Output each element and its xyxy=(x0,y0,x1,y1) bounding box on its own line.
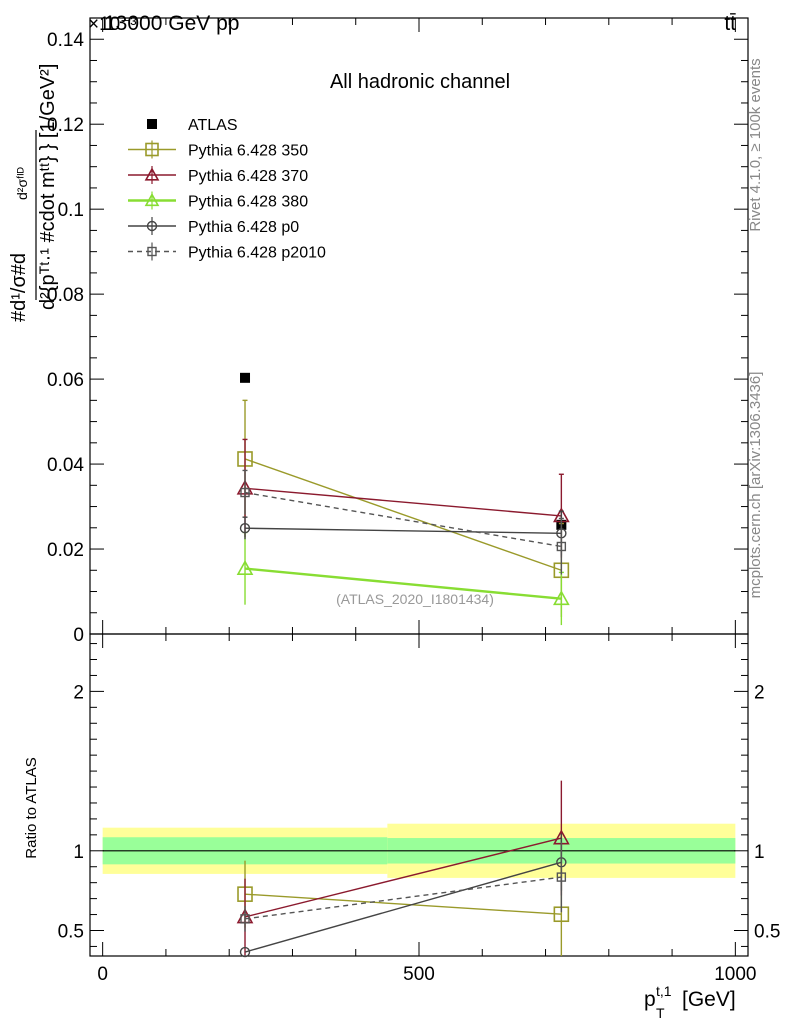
series-p370 xyxy=(236,438,570,558)
process-label: tt̄ xyxy=(724,12,736,35)
ratio-series-p2010 xyxy=(240,842,567,932)
series-line-p380 xyxy=(244,567,562,600)
legend-marker-p350 xyxy=(145,142,159,157)
main-frame xyxy=(89,17,749,635)
legend-item-p380: Pythia 6.428 380 xyxy=(128,191,308,211)
ratio-y-tick-label: 2 xyxy=(73,682,84,703)
main-y-tick-label: 0.08 xyxy=(47,285,84,306)
legend-item-p0: Pythia 6.428 p0 xyxy=(128,217,299,236)
ratio-point-p0 xyxy=(239,946,251,958)
data-point-p380 xyxy=(552,590,570,606)
ratio-y-tick-label: 0.5 xyxy=(58,921,84,942)
legend-item-p2010: Pythia 6.428 p2010 xyxy=(128,242,326,262)
rivet-label: Rivet 4.1.0, ≥ 100k events xyxy=(747,58,764,231)
mcplots-label: mcplots.cern.ch [arXiv:1306.3436] xyxy=(747,372,764,599)
legend-item-p350: Pythia 6.428 350 xyxy=(128,140,308,160)
main-panel: 0 0.02 0.04 0.06 0.08 0.1 0.12 0.14 ATLAS Pythia … xyxy=(47,17,749,646)
channel-label: All hadronic channel xyxy=(330,71,510,93)
legend-label-p0: Pythia 6.428 p0 xyxy=(188,219,299,236)
main-series xyxy=(236,372,570,626)
main-y-tick-label: 0 xyxy=(73,625,84,646)
ratio-y-tick-label-right: 2 xyxy=(754,682,765,703)
ratio-y-tick-label-right: 1 xyxy=(754,842,765,863)
data-point-p2010 xyxy=(556,541,567,552)
main-y-tick-label: 0.14 xyxy=(47,30,84,51)
series-line-p350 xyxy=(244,458,562,571)
ratio-line-p2010 xyxy=(244,876,562,920)
x-tick-label: 1000 xyxy=(714,964,756,985)
y-axis-label-top: d²σᶠᴵᴰ xyxy=(14,167,30,200)
series-p0 xyxy=(239,510,567,556)
legend-marker-p380 xyxy=(144,192,160,207)
legend-label-p370: Pythia 6.428 370 xyxy=(188,168,308,185)
ratio-y-tick-label-right: 0.5 xyxy=(754,921,780,942)
energy-label: 13000 GeV pp xyxy=(104,12,239,35)
series-line-p2010 xyxy=(244,491,562,548)
series-line-p370 xyxy=(244,487,562,517)
ratio-point-p2010 xyxy=(240,914,250,924)
ratio-y-ticks: 0.5 0.5 1 1 2 2 xyxy=(58,643,780,947)
analysis-watermark: (ATLAS_2020_I1801434) xyxy=(336,591,494,607)
series-atlas xyxy=(240,372,567,530)
x-axis-label-sub: T xyxy=(656,1005,665,1021)
main-y-ticks: 0 0.02 0.04 0.06 0.08 0.1 0.12 0.14 xyxy=(47,30,748,646)
x-axis-label: p T t,1 [GeV] xyxy=(644,983,736,1021)
x-axis-label-sup: t,1 xyxy=(656,983,672,999)
series-p2010 xyxy=(240,469,567,575)
y-axis-label-left: #d¹/σ#d xyxy=(8,253,30,322)
ratio-series xyxy=(236,780,570,958)
x-tick-label: 500 xyxy=(403,964,435,985)
x-tick-label: 0 xyxy=(97,964,108,985)
x-axis-label-unit: [GeV] xyxy=(682,988,736,1011)
y-axis-label-main: d²{pᵀᵗ·¹ #cdot mᵗᵗ} } [1/GeV²] xyxy=(37,64,59,310)
legend-marker-p370 xyxy=(144,167,160,181)
ratio-line-p370 xyxy=(244,837,562,918)
x-axis-label-p: p xyxy=(644,988,656,1011)
legend-label-p380: Pythia 6.428 380 xyxy=(188,194,308,211)
legend-item-p370: Pythia 6.428 370 xyxy=(128,166,308,185)
ratio-frame xyxy=(89,633,749,957)
exponent-label: ×10⁻³ xyxy=(88,14,137,35)
data-point-p0 xyxy=(239,523,251,534)
main-y-tick-label: 0.1 xyxy=(58,200,84,221)
ratio-line-p0 xyxy=(244,861,562,953)
data-point-atlas xyxy=(240,372,251,383)
legend-marker-atlas xyxy=(147,119,157,129)
legend-label-p350: Pythia 6.428 350 xyxy=(188,143,308,160)
series-p380 xyxy=(236,531,570,626)
legend-marker-p0 xyxy=(146,220,158,232)
main-y-tick-label: 0.04 xyxy=(47,455,84,476)
data-point-p2010 xyxy=(240,487,250,498)
main-y-tick-label: 0.06 xyxy=(47,370,84,391)
main-y-tick-label: 0.02 xyxy=(47,540,84,561)
ratio-line-p350 xyxy=(244,893,562,915)
series-line-p0 xyxy=(244,527,562,535)
main-y-tick-label: 0.12 xyxy=(47,115,84,136)
legend-item-atlas: ATLAS xyxy=(147,117,238,134)
ratio-panel: 0.5 0.5 1 1 2 2 0 500 1000 xyxy=(58,633,780,985)
ratio-x-ticks: 0 500 1000 xyxy=(97,634,756,985)
data-point-p380 xyxy=(236,559,254,575)
ratio-y-axis-label: Ratio to ATLAS xyxy=(23,757,40,858)
main-x-ticks xyxy=(102,18,736,634)
ratio-y-tick-label: 1 xyxy=(73,842,84,863)
legend-marker-p2010 xyxy=(147,246,157,257)
ratio-point-p2010 xyxy=(556,872,567,882)
legend-label-atlas: ATLAS xyxy=(188,117,238,134)
legend-label-p2010: Pythia 6.428 p2010 xyxy=(188,245,326,262)
legend: ATLAS Pythia 6.428 350 Pythia 6.428 370 Pyt… xyxy=(128,117,326,262)
